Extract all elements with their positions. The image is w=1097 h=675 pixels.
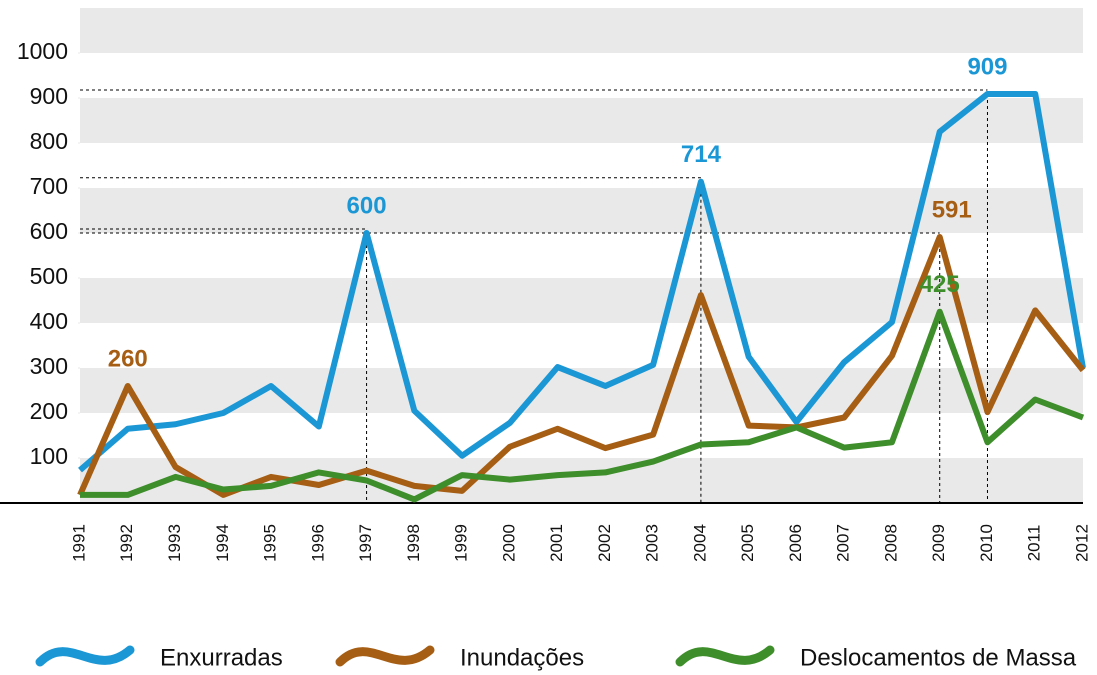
- x-tick-label: 2011: [1025, 525, 1044, 562]
- series-line: [78, 90, 1086, 473]
- x-tick-label: 1993: [165, 524, 184, 562]
- x-tick-label: 1995: [261, 524, 280, 562]
- legend-label: Enxurradas: [160, 644, 283, 671]
- x-tick-label: 2009: [929, 524, 948, 562]
- x-tick-label: 1998: [404, 524, 423, 562]
- y-tick-label: 100: [30, 443, 68, 469]
- y-tick-label: 700: [30, 173, 68, 199]
- x-tick-label: 2000: [499, 524, 518, 562]
- x-tick-label: 1994: [213, 524, 232, 562]
- x-tick-label: 1991: [69, 524, 88, 562]
- x-tick-label: 2008: [881, 524, 900, 562]
- legend-swatch: [35, 645, 135, 667]
- y-tick-label: 900: [30, 83, 68, 109]
- y-tick-label: 400: [30, 308, 68, 334]
- grid-band: [80, 458, 1083, 503]
- grid-band: [80, 98, 1083, 143]
- y-tick-label: 500: [30, 263, 68, 289]
- data-label: 909: [967, 53, 1007, 80]
- legend-swatch: [335, 645, 435, 667]
- y-tick-label: 200: [30, 398, 68, 424]
- x-tick-label: 2012: [1072, 524, 1091, 562]
- legend-label: Deslocamentos de Massa: [800, 644, 1077, 671]
- x-tick-label: 1999: [452, 524, 471, 562]
- grid-band: [80, 8, 1083, 53]
- x-tick-label: 2006: [786, 524, 805, 562]
- y-tick-label: 600: [30, 218, 68, 244]
- x-tick-label: 1992: [117, 524, 136, 562]
- x-tick-label: 2001: [547, 524, 566, 562]
- x-tick-label: 2004: [690, 524, 709, 562]
- legend-label: Inundações: [460, 644, 584, 671]
- y-tick-label: 800: [30, 128, 68, 154]
- y-tick-label: 300: [30, 353, 68, 379]
- legend-swatch: [675, 645, 775, 667]
- y-tick-label: 1000: [17, 38, 68, 64]
- series-line: [80, 308, 1085, 503]
- data-label: 260: [108, 345, 148, 372]
- x-tick-label: 2005: [738, 524, 757, 562]
- data-label: 591: [932, 196, 972, 223]
- x-tick-label: 2002: [595, 524, 614, 562]
- x-tick-label: 1996: [308, 524, 327, 562]
- x-tick-label: 1997: [356, 524, 375, 562]
- data-label: 714: [681, 141, 722, 168]
- x-tick-label: 2003: [643, 524, 662, 562]
- x-tick-label: 2010: [977, 524, 996, 562]
- x-tick-label: 2007: [834, 524, 853, 562]
- data-label: 425: [920, 271, 960, 298]
- data-label: 600: [347, 192, 387, 219]
